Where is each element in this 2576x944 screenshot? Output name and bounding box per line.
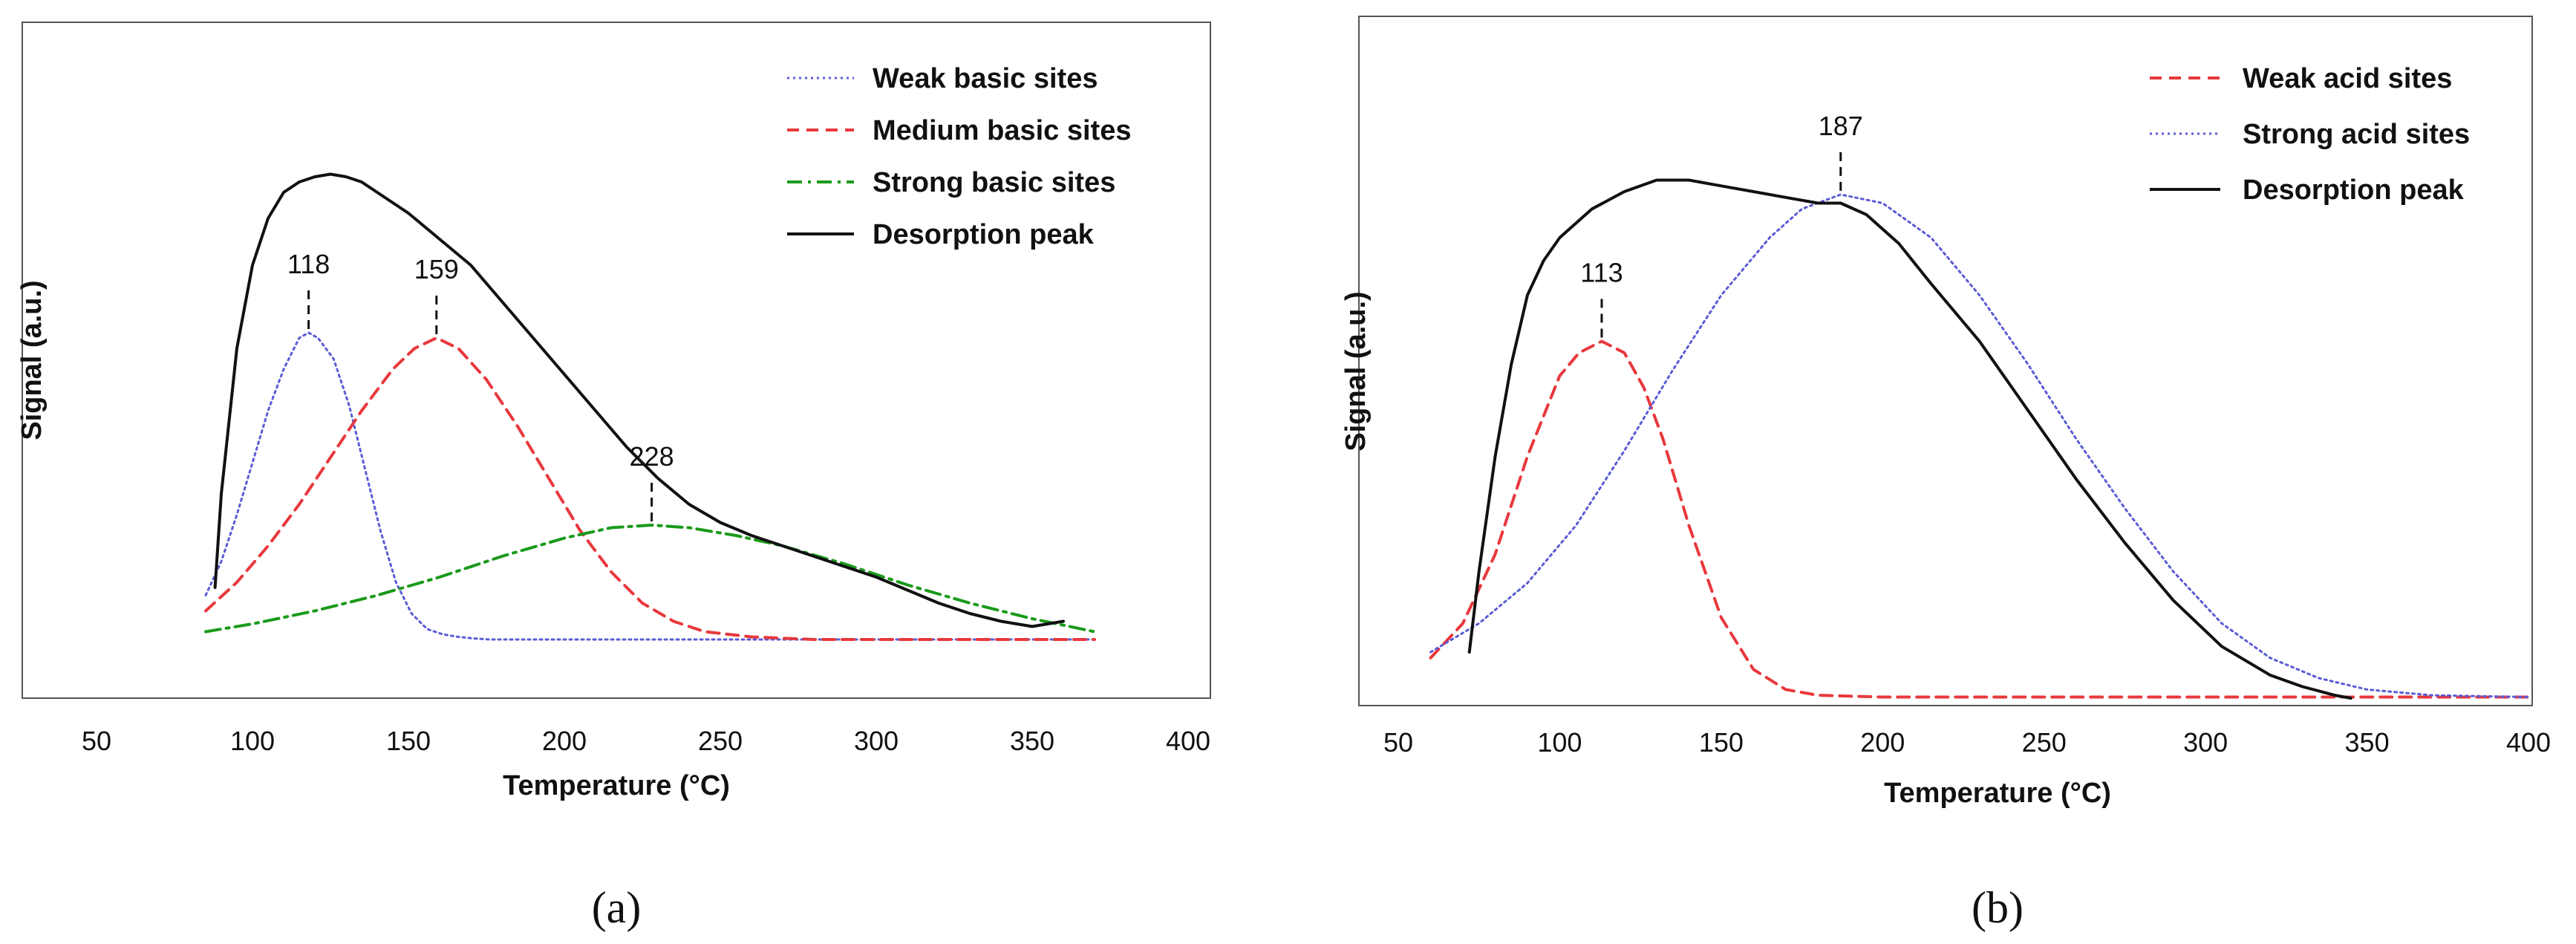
x-axis-label-b: Temperature (°C) — [1884, 778, 2111, 809]
x-tick-label-b-150: 150 — [1699, 727, 1744, 758]
peak-label-a-159: 159 — [414, 254, 459, 284]
chart-panel-a: 50 100 150 200 250 300 350 400 118 159 228 Tempera… — [16, 22, 1211, 932]
series-line-b-weak-acid-sites — [1429, 339, 2530, 699]
legend-b: Weak acid sites Strong acid sites Desorp… — [2150, 63, 2470, 206]
plot-area-a — [22, 22, 1211, 699]
x-tick-label-a-50: 50 — [82, 726, 111, 756]
series-line-a-weak-basic-sites — [204, 331, 1096, 641]
x-tick-label-a-200: 200 — [542, 726, 587, 756]
x-tick-label-a-150: 150 — [386, 726, 431, 756]
legend-label-weak-acid: Weak acid sites — [2243, 63, 2452, 94]
y-axis-label-a: Signal (a.u.) — [16, 280, 48, 440]
peak-label-a-228: 228 — [630, 441, 674, 472]
x-axis-label-a: Temperature (°C) — [503, 770, 730, 801]
legend-a: Weak basic sites Medium basic sites Stro… — [787, 63, 1131, 250]
plot-area-b — [1358, 16, 2533, 706]
legend-label-weak-basic: Weak basic sites — [873, 63, 1098, 94]
series-line-a-desorption-peak — [213, 172, 1065, 628]
legend-label-strong-basic: Strong basic sites — [873, 167, 1115, 198]
series-line-a-strong-basic-sites — [204, 524, 1096, 634]
peak-label-b-113: 113 — [1580, 258, 1623, 288]
series-line-b-strong-acid-sites — [1429, 193, 2530, 698]
x-tick-label-b-400: 400 — [2506, 727, 2551, 758]
legend-label-strong-acid: Strong acid sites — [2243, 119, 2470, 150]
y-axis-label-b: Signal (a.u.) — [1340, 291, 1372, 451]
caption-a: (a) — [592, 883, 642, 932]
peak-label-a-118: 118 — [287, 249, 330, 279]
legend-label-desorption-b: Desorption peak — [2243, 175, 2465, 206]
x-tick-label-b-250: 250 — [2022, 727, 2067, 758]
x-tick-label-a-100: 100 — [230, 726, 275, 756]
legend-label-desorption-a: Desorption peak — [873, 219, 1095, 250]
x-tick-label-a-400: 400 — [1166, 726, 1210, 756]
x-tick-label-b-350: 350 — [2345, 727, 2390, 758]
series-line-b-desorption-peak — [1467, 178, 2352, 700]
x-tick-label-a-250: 250 — [698, 726, 743, 756]
x-tick-label-b-200: 200 — [1860, 727, 1905, 758]
peak-label-b-187: 187 — [1819, 111, 1863, 141]
x-tick-label-b-100: 100 — [1537, 727, 1582, 758]
chart-panel-b: 50 100 150 200 250 300 350 400 113 187 Temperatur… — [1340, 16, 2551, 932]
series-line-a-medium-basic-sites — [204, 336, 1096, 641]
x-tick-label-a-350: 350 — [1010, 726, 1054, 756]
x-tick-label-a-300: 300 — [854, 726, 899, 756]
x-tick-label-b-50: 50 — [1383, 727, 1413, 758]
caption-b: (b) — [1972, 883, 2024, 932]
legend-label-medium-basic: Medium basic sites — [873, 115, 1131, 146]
x-tick-label-b-300: 300 — [2183, 727, 2228, 758]
